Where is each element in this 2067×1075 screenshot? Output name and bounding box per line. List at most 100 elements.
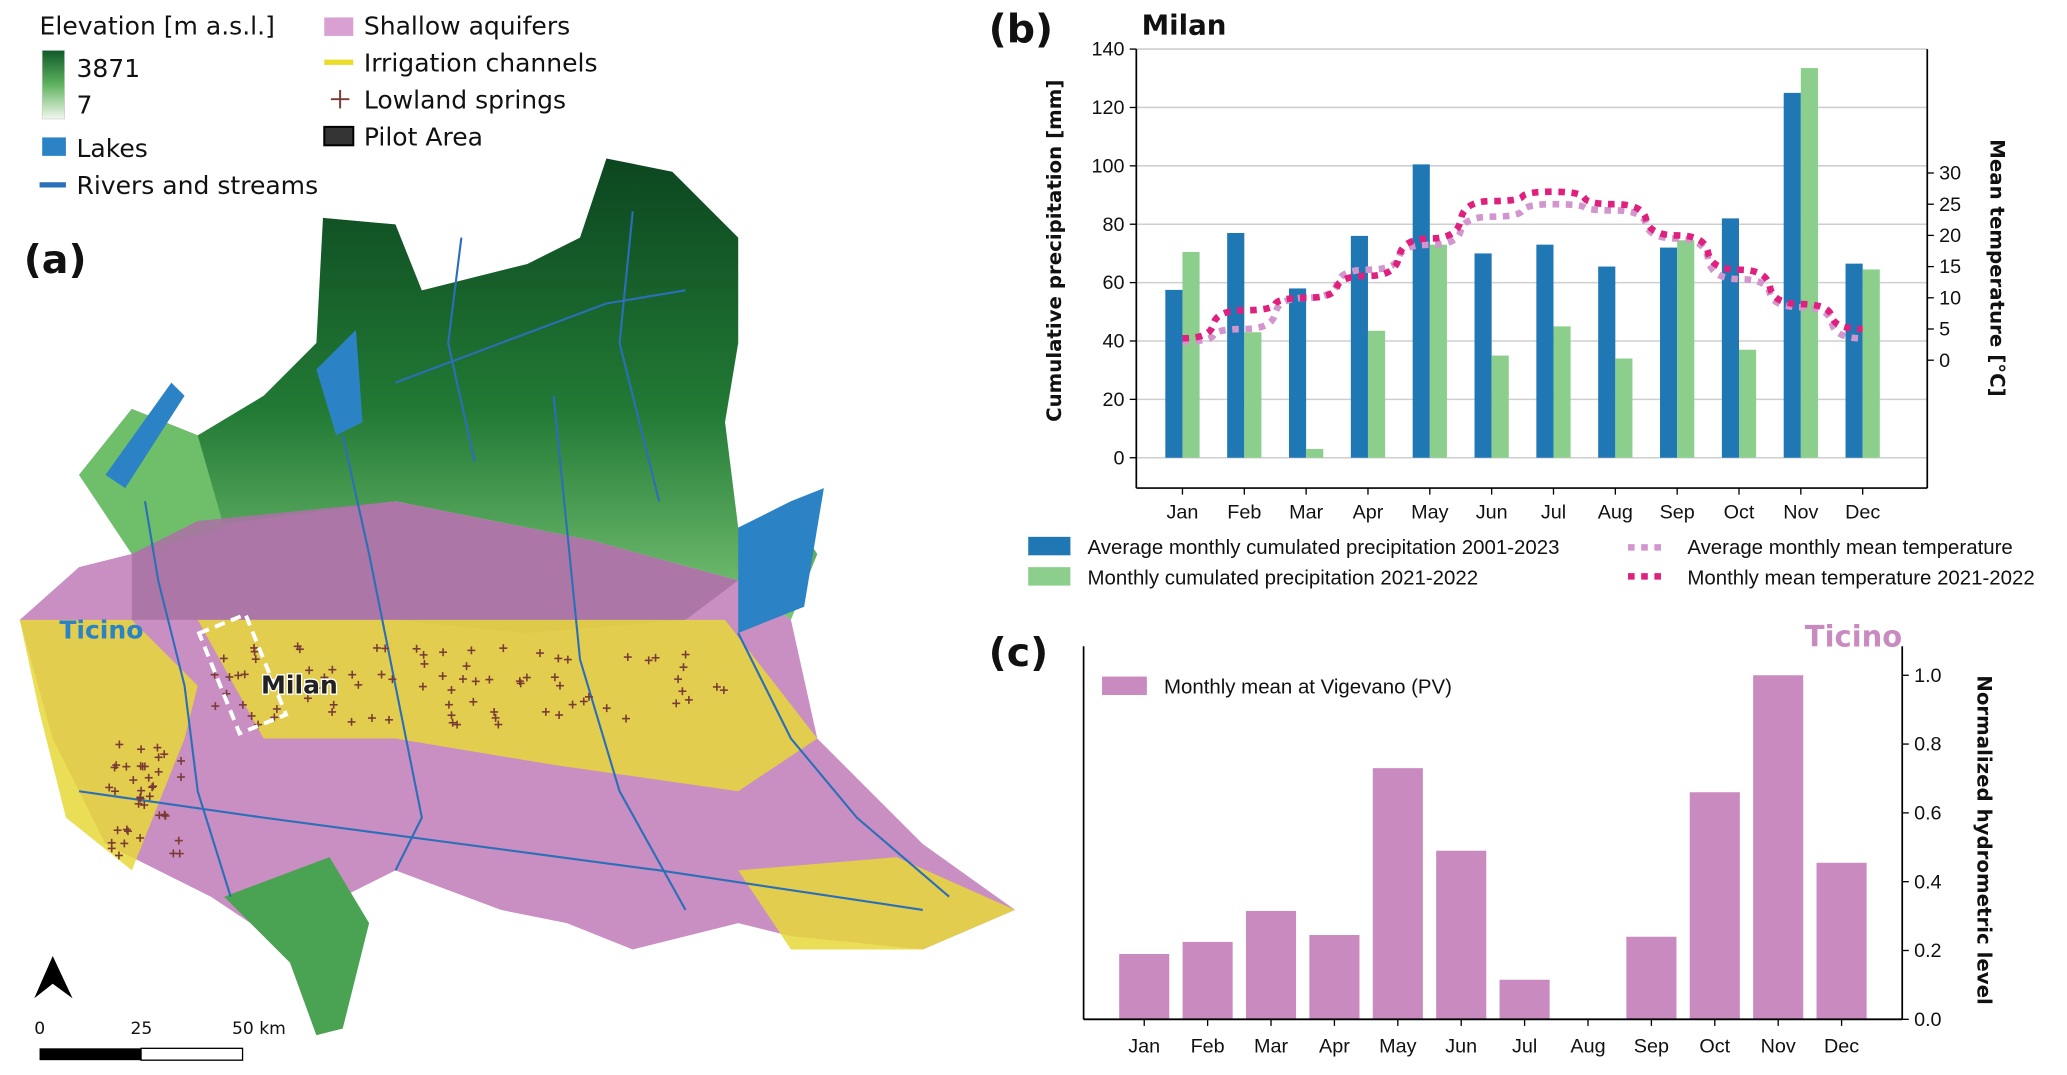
bar-precip-2122-aug [1615,358,1633,458]
spring-marker [377,670,386,679]
spring-marker [622,714,631,723]
bar-avg-precip-jul [1536,244,1554,458]
y-tick-label: 140 [1091,39,1124,61]
spring-marker [672,699,681,708]
spring-marker [137,745,146,754]
spring-marker [328,665,337,674]
spring-marker [177,757,186,765]
legend-channels: Irrigation channels [364,49,598,78]
y2-tick-label: 15 [1939,256,1961,278]
spring-marker [419,650,428,659]
y-tick-label: 0.2 [1914,940,1941,962]
bar-precip-2122-dec [1862,269,1880,458]
spring-marker [467,646,476,655]
spring-marker [444,700,453,709]
spring-marker [412,644,421,653]
prealps-light-green [79,408,225,554]
spring-marker [148,783,157,792]
lake-maggiore [105,382,185,489]
x-tick-label: Feb [1191,1035,1225,1057]
spring-marker [438,672,447,681]
x-tick-label: Jan [1128,1035,1160,1057]
y2-tick-label: 0 [1939,350,1950,372]
scale-mid: 25 [131,1019,153,1039]
x-tick-label: Oct [1699,1035,1730,1057]
spring-marker [684,695,693,704]
spring-marker [651,653,660,662]
legend-elevation-title: Elevation [m a.s.l.] [40,12,275,41]
legend-avg-temp: Average monthly mean temperature [1687,537,2012,559]
x-tick-label: May [1379,1035,1416,1057]
scale-end: 50 km [232,1019,286,1039]
spring-marker [381,644,390,653]
y-tick-label: 20 [1102,389,1124,411]
y-tick-label: 100 [1091,155,1124,177]
bar-vigevano-sep [1626,936,1677,1020]
spring-marker [556,681,564,690]
spring-marker [211,702,220,711]
spring-marker [485,675,494,684]
bar-precip-2122-feb [1244,332,1262,458]
spring-marker [112,761,121,770]
precipitation-temperature-chart: (b) Milan 0 20 40 60 80 100 120 140 0 5 10 15 20 25 30… [989,7,2035,590]
spring-marker [348,670,357,679]
spring-marker [320,673,329,682]
legend-avg-precip: Average monthly cumulated precipitation … [1088,537,1560,559]
y-tick-label: 120 [1091,97,1124,119]
river-line [447,237,476,462]
spring-marker [250,647,259,656]
bar-avg-precip-jun [1474,253,1492,458]
pilot-area-swatch [323,125,355,147]
spring-marker [105,783,114,792]
spring-marker [160,810,169,819]
spring-marker [122,762,131,771]
spring-marker [368,714,376,723]
y-tick-label: 0.0 [1914,1009,1941,1031]
irrigation-central [197,619,818,792]
spring-marker [522,673,531,682]
spring-marker [679,663,688,672]
spring-marker [535,649,544,658]
milan-label: Milan [261,671,338,700]
springs-swatch [330,89,350,109]
bar-precip-2122-apr [1367,330,1386,458]
spring-marker [459,675,467,684]
chart-c-title: Ticino [1805,619,1902,653]
apennine-green [224,857,370,1036]
bar-vigevano-dec [1816,862,1867,1020]
river-line [552,395,687,911]
mountain-region [79,158,818,620]
spring-marker [149,782,158,791]
x-tick-label: May [1411,501,1448,523]
spring-marker [174,836,183,845]
spring-marker [247,711,256,720]
bar-vigevano-jul [1499,979,1550,1020]
y2-tick-label: 10 [1939,287,1961,309]
river-line [341,435,423,871]
spring-marker [550,673,559,682]
spring-marker [385,715,393,724]
legend-temp-2122: Monthly mean temperature 2021-2022 [1687,567,2034,589]
bar-vigevano-may [1372,768,1423,1020]
spring-marker [160,750,169,759]
spring-marker [154,753,163,762]
bar-avg-precip-sep [1660,247,1678,458]
spring-marker [471,677,480,686]
x-tick-label: Jul [1512,1035,1537,1057]
spring-marker [447,711,456,720]
spring-marker [111,787,119,796]
spring-marker [138,762,147,771]
x-tick-label: Oct [1724,501,1755,523]
spring-marker [418,682,427,691]
spring-marker [225,673,234,681]
bar-avg-precip-jan [1165,289,1183,458]
spring-marker [681,650,690,659]
spring-marker [462,662,471,671]
legend-aquifers: Shallow aquifers [364,12,570,41]
scale-bar: 0 25 50 km [34,1019,286,1061]
bar-precip-2122-sep [1677,240,1695,458]
x-tick-label: Mar [1289,501,1323,523]
river-line [737,632,950,898]
spring-marker [129,776,138,785]
spring-marker [312,684,321,692]
